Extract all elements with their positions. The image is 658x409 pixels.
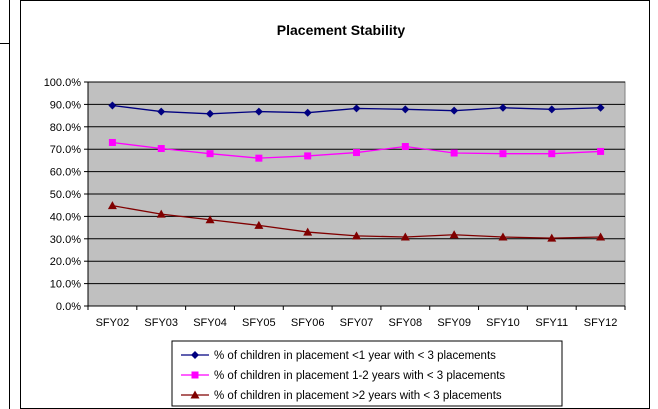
data-point [499,150,507,158]
y-tick-label: 100.0% [44,77,82,89]
data-point [498,232,508,241]
data-point [596,232,606,241]
legend-label: % of children in placement >2 years with… [214,390,502,402]
adjacent-panel-mark [0,43,9,44]
x-tick-label: SFY09 [437,317,471,329]
data-point [255,154,263,162]
data-point [303,227,313,236]
legend-item: % of children in placement 1-2 years wit… [181,370,505,382]
data-point [596,103,605,112]
x-tick-label: SFY03 [144,317,178,329]
data-point [450,106,459,115]
chart-svg: Placement Stability 0.0% 10.0% 20.0% 30.0% 4… [44,22,626,407]
data-point [547,233,557,242]
data-point [597,147,605,155]
data-point [254,107,263,116]
x-tick-label: SFY12 [584,317,618,329]
y-tick-label: 80.0% [50,122,81,134]
x-tick-label: SFY02 [96,317,130,329]
data-point [206,109,215,118]
chart-frame: Placement Stability 0.0% 10.0% 20.0% 30.0% 4… [20,0,650,409]
data-point [352,231,361,240]
data-point [498,103,507,112]
y-tick-label: 90.0% [50,99,81,111]
data-point [107,201,117,210]
y-tick-label: 40.0% [50,211,81,223]
x-tick-label: SFY07 [340,317,374,329]
adjacent-panel-edge [0,0,10,409]
data-point [401,105,410,114]
x-tick-label: SFY05 [242,317,276,329]
gridlines [84,81,625,307]
y-tick-label: 20.0% [50,256,81,268]
y-tick-label: 0.0% [56,301,81,313]
y-tick-label: 50.0% [50,189,81,201]
data-point [205,215,215,224]
data-point [400,232,410,241]
series-1 [108,101,605,118]
series-2 [108,138,605,162]
series-3 [107,201,606,242]
x-axis-tick-labels: SFY02 SFY03 SFY04 SFY05 SFY06 SFY07 SFY08 SFY09… [87,306,626,329]
y-tick-label: 30.0% [50,234,81,246]
chart-title: Placement Stability [277,22,406,38]
data-point [449,230,459,239]
y-tick-label: 10.0% [50,279,81,291]
data-point [156,209,166,218]
legend-marker [191,351,199,359]
x-tick-label: SFY10 [486,317,520,329]
data-point [157,145,165,153]
legend-item: % of children in placement <1 year with … [181,350,496,362]
data-point [304,152,312,160]
legend-label: % of children in placement <1 year with … [214,350,496,362]
data-point [401,143,409,151]
data-point [352,104,361,113]
data-point [108,138,116,146]
x-tick-label: SFY06 [291,317,325,329]
legend-item: % of children in placement >2 years with… [181,390,502,402]
legend-marker [191,371,199,379]
x-tick-label: SFY08 [388,317,422,329]
data-point [303,108,312,117]
legend-label: % of children in placement 1-2 years wit… [214,370,505,382]
data-point [254,220,264,229]
legend-box [171,340,563,407]
data-point [157,107,166,116]
x-tick-label: SFY11 [535,317,568,329]
legend-marker [190,390,200,399]
data-point [450,149,458,157]
data-point [206,150,214,158]
series-layer [107,101,606,242]
y-tick-label: 60.0% [50,167,81,179]
data-point [108,101,117,110]
data-point [353,149,360,157]
data-point [548,150,556,158]
x-tick-label: SFY04 [193,317,227,329]
legend: % of children in placement <1 year with … [181,350,505,402]
y-tick-label: 70.0% [50,144,81,156]
y-axis-tick-labels: 0.0% 10.0% 20.0% 30.0% 40.0% 50.0% 60.0% 70.0% 8… [44,77,82,313]
data-point [547,105,556,114]
